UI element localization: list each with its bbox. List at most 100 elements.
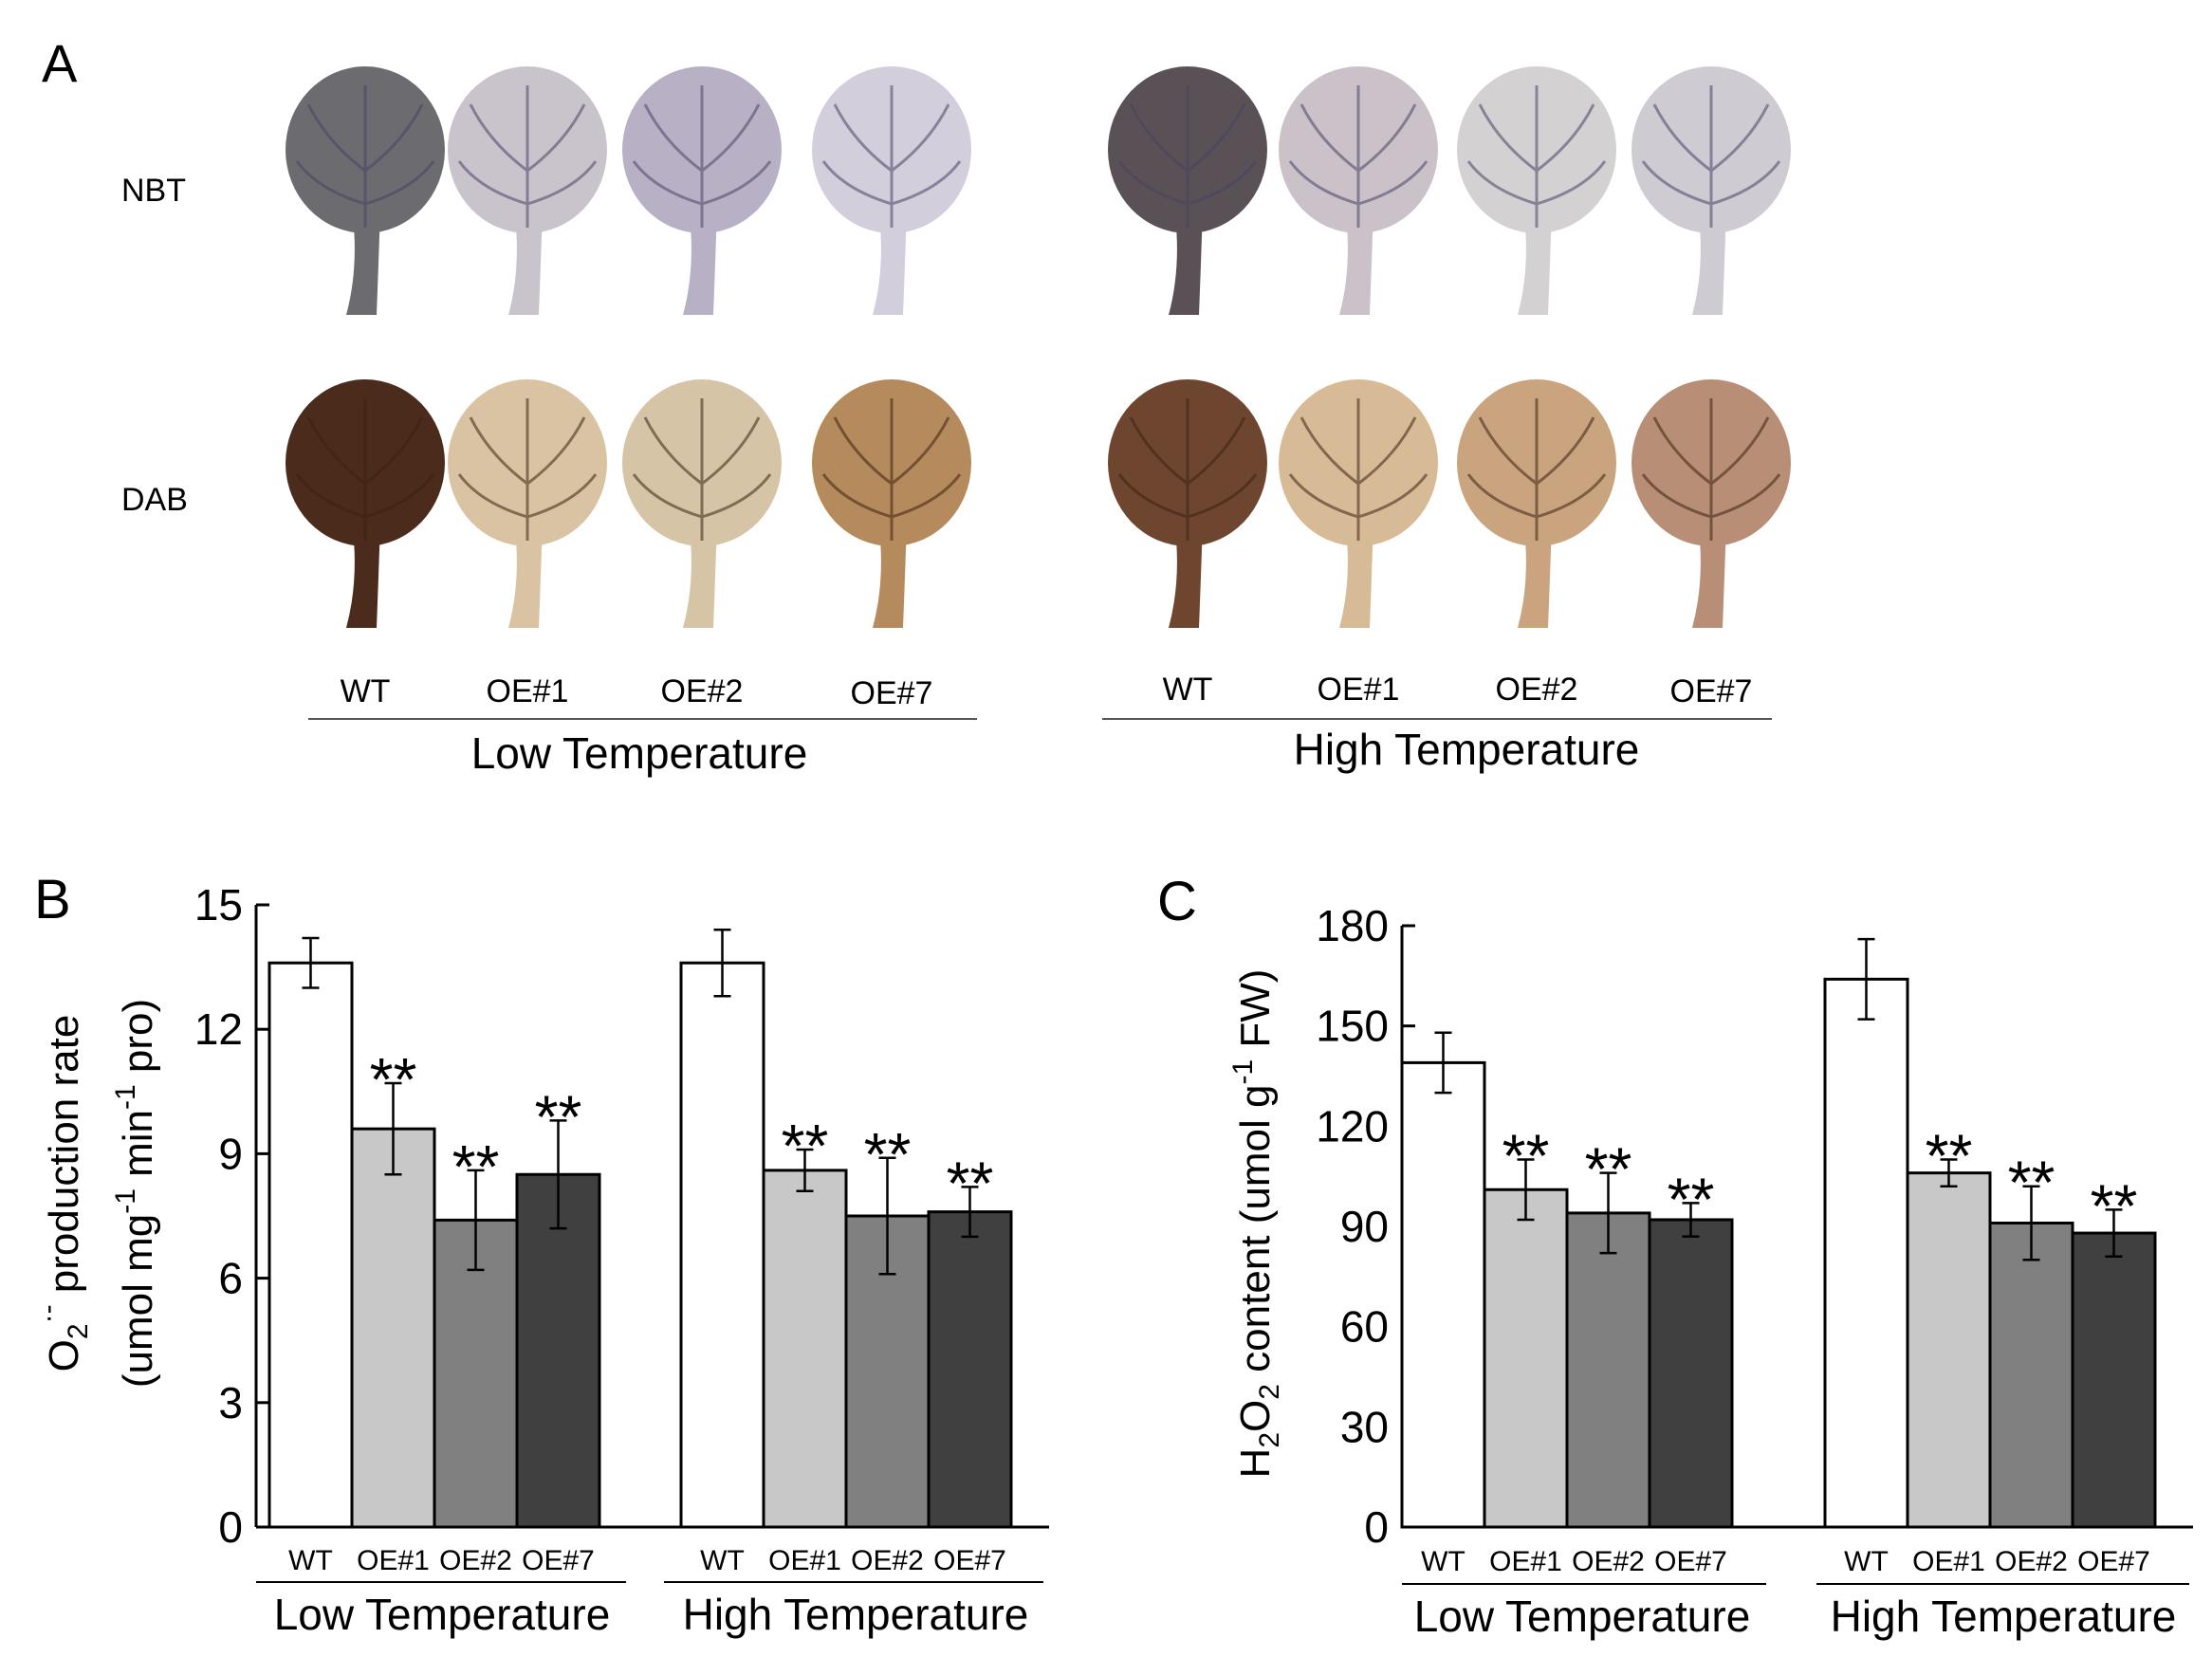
group-label-low: Low Temperature [274,1590,611,1639]
significance-marker: ** [782,1112,829,1180]
y-tick-label: 9 [218,1129,243,1178]
x-category-label: OE#7 [1654,1546,1727,1577]
leaf-veins [1466,85,1607,228]
bar-oe1 [1483,1188,1569,1529]
significance-marker: ** [370,1045,417,1114]
x-category-label: OE#2 [439,1545,512,1576]
group-label-low: Low Temperature [471,728,808,778]
panel-b: B O2·- production rate (umol mg-1 min-1 … [32,869,1049,1639]
leaf-dab [812,379,971,628]
leaf-veins [821,398,962,541]
genotype-label: OE#7 [1670,673,1753,709]
leaf-petiole [1692,522,1726,628]
leaf-petiole [1518,209,1552,315]
leaf-petiole [1339,522,1373,628]
leaf-petiole [1518,522,1552,628]
leaf-dab [1457,379,1616,628]
significance-marker: ** [2091,1171,2138,1240]
leaf-veins [1641,85,1781,228]
leaf-veins [1117,85,1258,228]
leaf-petiole [873,209,907,315]
bar-oe7 [1648,1218,1734,1529]
significance-marker: ** [535,1082,582,1151]
leaf-petiole [1339,209,1373,315]
significance-marker: ** [1502,1122,1550,1190]
y-tick-label: 60 [1340,1302,1389,1352]
genotype-label: OE#2 [661,673,744,709]
bar-wt [1400,1060,1486,1529]
leaf-petiole [873,522,907,628]
x-category-label: OE#7 [933,1545,1006,1576]
leaf-veins [1117,398,1258,541]
x-category-label: WT [288,1545,333,1576]
x-category-label: OE#1 [1912,1546,1985,1577]
leaf-petiole [508,522,543,628]
group-label-low: Low Temperature [1414,1592,1751,1641]
y-tick-label: 0 [1364,1502,1389,1552]
bar-oe7 [927,1210,1013,1529]
leaf-nbt [622,66,782,315]
leaf-dab [448,379,607,628]
bar-oe2 [433,1218,519,1529]
significance-marker: ** [864,1120,912,1188]
significance-marker: ** [2008,1149,2055,1217]
y-tick-label: 150 [1316,1002,1389,1051]
leaf-veins [1288,398,1429,541]
row-label-nbt: NBT [121,173,186,209]
leaf-dab [1108,379,1267,628]
y-axis-label-line1: O2·- production rate [32,1015,94,1372]
genotype-label: OE#7 [851,675,933,711]
panel-c-label: C [1157,871,1197,932]
genotype-label: WT [1163,672,1213,708]
significance-marker: ** [1585,1135,1632,1204]
y-axis-label: H2O2 content (umol g-1 FW) [1227,969,1285,1479]
y-tick-label: 12 [194,1004,243,1054]
x-category-label: OE#2 [1572,1546,1645,1577]
leaf-veins [295,398,435,541]
leaf-veins [457,85,598,228]
leaf-nbt [1108,66,1267,315]
bar-oe7 [2071,1231,2157,1529]
leaf-veins [632,85,772,228]
genotype-label: OE#1 [487,673,569,709]
genotype-label: OE#2 [1496,672,1578,708]
x-category-label: OE#7 [2077,1546,2150,1577]
leaf-dab [286,379,445,628]
y-axis-label-text: H2O2 content (umol g-1 FW) [1227,969,1285,1479]
significance-marker: ** [947,1149,994,1217]
x-category-label: OE#7 [522,1545,595,1576]
bar-oe1 [762,1169,848,1529]
bar-oe1 [1906,1171,1992,1529]
x-category-label: OE#1 [357,1545,430,1576]
x-category-label: OE#2 [1995,1546,2068,1577]
chart-c-plot: 0 30 60 90 120 150 180 WT ** OE#1 ** OE#2 ** OE#7 WT **… [1316,901,2193,1577]
leaf-nbt [448,66,607,315]
x-category-label: OE#2 [851,1545,924,1576]
leaf-petiole [683,209,717,315]
x-category-label: OE#1 [1489,1546,1562,1577]
leaf-dab [1279,379,1438,628]
bar-wt [1823,977,1909,1529]
leaf-petiole [1169,209,1203,315]
y-axis-label-line2: (umol mg-1 min-1 pro) [110,999,161,1388]
bar-wt [679,961,765,1529]
y-tick-label: 3 [218,1378,243,1427]
leaf-petiole [508,209,543,315]
leaf-dab [1631,379,1791,628]
leaf-veins [1641,398,1781,541]
significance-marker: ** [1668,1165,1715,1233]
panel-a: A NBT DAB WT OE#1 OE#2 OE#7 WT OE#1 OE#2… [42,33,1791,778]
significance-marker: ** [1926,1122,1973,1190]
leaf-nbt [286,66,445,315]
x-category-label: OE#1 [768,1545,841,1576]
bar-wt [267,961,354,1529]
bar-oe2 [1565,1211,1651,1529]
significance-marker: ** [452,1132,500,1201]
leaf-veins [295,85,435,228]
bar-oe2 [1988,1221,2074,1529]
leaf-nbt [812,66,971,315]
row-label-dab: DAB [121,482,188,518]
leaf-images [286,66,1791,628]
